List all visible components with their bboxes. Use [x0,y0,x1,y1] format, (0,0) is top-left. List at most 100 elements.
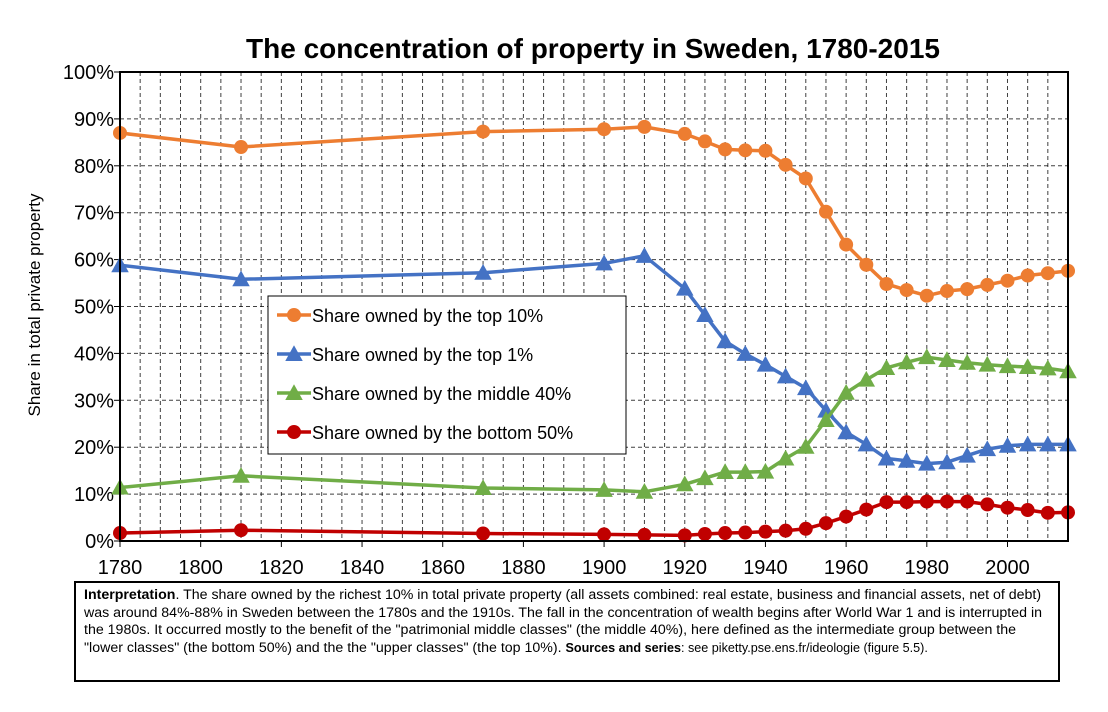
legend-label: Share owned by the top 10% [312,306,543,326]
legend-label: Share owned by the top 1% [312,345,533,365]
data-point [859,502,874,517]
y-tick-label: 0% [85,531,114,553]
note-sources-label: Sources and series [565,640,681,655]
y-tick-label: 80% [74,156,114,178]
data-point [879,276,894,291]
data-point [232,467,250,483]
y-tick-label: 50% [74,297,114,319]
data-point [1000,500,1015,515]
data-point [234,523,249,538]
data-point [958,446,976,463]
x-tick-label: 1900 [582,557,627,579]
data-point [676,475,694,492]
x-tick-label: 2000 [985,557,1030,579]
data-point [1018,358,1037,375]
data-point [595,254,613,271]
data-point [938,351,956,367]
data-point [998,437,1017,453]
data-point [234,140,249,155]
x-tick-label: 1880 [501,557,546,579]
interpretation-note: Interpretation. The share owned by the r… [74,581,1060,682]
data-point [918,348,936,365]
data-point [960,494,975,509]
data-point [597,527,612,542]
data-point [798,171,813,186]
x-tick-label: 1980 [905,557,950,579]
legend-marker [287,425,301,439]
data-point [839,509,854,524]
data-point [736,463,755,480]
y-tick-label: 10% [74,484,114,506]
data-point [778,523,793,538]
legend-marker [285,345,303,361]
y-tick-labels: 0% 10% 20% 30% 40% 50% 60% 70% 80% 90% 100% [63,62,120,553]
data-point [1020,503,1035,518]
legend-marker [287,308,301,322]
data-point [635,247,654,263]
data-point [960,282,975,297]
series-0 [113,119,1075,303]
y-tick-label: 100% [63,62,114,84]
data-point [939,284,954,299]
data-point [817,411,835,427]
data-point [798,521,813,536]
data-point [897,452,916,468]
x-tick-label: 1920 [663,557,708,579]
x-tick-label: 1820 [259,557,304,579]
y-tick-label: 30% [74,390,114,412]
data-point [637,527,652,542]
data-point [899,283,914,298]
series-2 [111,348,1077,499]
data-point [716,332,734,349]
y-axis-label: Share in total private property [25,193,44,417]
y-tick-label: 70% [74,203,114,225]
data-point [1040,505,1055,520]
data-point [756,462,775,479]
data-point [637,119,652,134]
y-tick-label: 40% [74,343,114,365]
data-point [677,126,692,141]
data-point [919,494,934,509]
data-point [797,437,815,454]
data-point [758,143,773,158]
data-point [718,142,733,157]
legend-label: Share owned by the middle 40% [312,384,571,404]
x-tick-labels: 1780 1800 1820 1840 1860 1880 1900 1920 1940 1960… [98,541,1030,579]
data-point [595,481,613,497]
data-point [857,435,876,452]
legend-marker [285,384,303,400]
data-point [837,384,855,400]
data-point [597,122,612,137]
x-tick-label: 1860 [420,557,465,579]
data-point [818,516,833,531]
data-point [1039,435,1057,452]
data-point [736,345,755,361]
data-point [677,528,692,543]
data-point [696,306,714,322]
data-point [756,355,775,372]
plot-area [119,71,1069,542]
data-point [697,526,712,541]
x-tick-label: 1800 [178,557,223,579]
y-tick-label: 20% [74,437,114,459]
data-point [899,495,914,510]
legend-label: Share owned by the bottom 50% [312,423,573,443]
data-point [696,469,714,486]
data-point [676,279,694,296]
legend: Share owned by the top 10% Share owned by… [267,295,627,455]
data-point [877,449,896,466]
data-point [797,379,815,396]
data-point [778,157,793,172]
data-point [718,526,733,541]
data-point [958,354,976,370]
data-point [697,134,712,149]
y-tick-label: 90% [74,109,114,131]
data-point [980,277,995,292]
data-point [474,479,492,496]
note-lead: Interpretation [84,587,176,603]
data-point [476,124,491,139]
data-point [738,143,753,158]
data-point [776,449,795,466]
data-point [1020,268,1035,283]
